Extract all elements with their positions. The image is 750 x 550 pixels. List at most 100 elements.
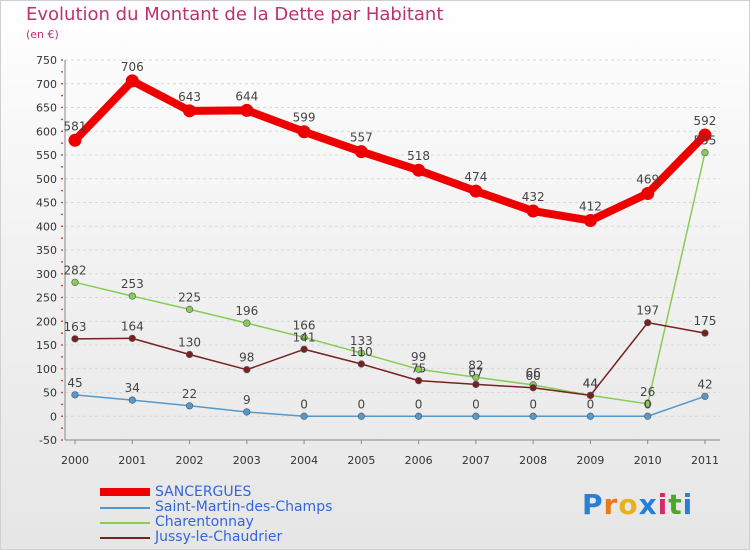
legend-label: Charentonnay (155, 514, 254, 530)
data-point (125, 74, 139, 88)
data-label: 166 (293, 318, 316, 332)
data-label: 412 (579, 200, 602, 214)
logo-letter: o (618, 488, 639, 521)
logo-letter: i (682, 488, 694, 521)
y-axis-tick-dot (61, 59, 63, 61)
legend-swatch (100, 488, 150, 496)
legend-swatch (100, 507, 150, 509)
data-label: 0 (415, 397, 423, 411)
data-label: 82 (468, 358, 483, 372)
data-point (297, 125, 311, 139)
data-label: 0 (587, 397, 595, 411)
data-point (71, 278, 79, 286)
y-axis-tick-dot (61, 165, 63, 168)
data-label: 474 (464, 170, 487, 184)
y-axis-tick-dot (61, 439, 63, 441)
y-tick-label: 50 (43, 387, 57, 400)
data-point (243, 366, 251, 374)
y-axis-tick-dot (61, 70, 63, 73)
logo-letter: t (668, 488, 683, 521)
data-point (644, 319, 652, 327)
data-label: 644 (235, 89, 258, 103)
legend-label: Jussy-le-Chaudrier (155, 529, 283, 545)
legend-swatch (100, 522, 150, 524)
data-point (354, 145, 368, 159)
y-axis-tick-dot (61, 249, 63, 251)
data-point (357, 360, 365, 368)
x-tick-label: 2011 (691, 454, 719, 467)
logo-letter: i (657, 488, 669, 521)
data-point (415, 377, 423, 385)
data-point (701, 329, 709, 337)
data-point (240, 103, 254, 117)
data-label: 34 (125, 381, 140, 395)
data-point (586, 412, 595, 420)
y-tick-label: 450 (36, 197, 57, 210)
y-axis-tick-dot (61, 189, 63, 192)
data-point (71, 391, 79, 399)
data-point (185, 402, 194, 410)
series-line-0 (72, 76, 708, 225)
data-label: 225 (178, 290, 201, 304)
data-point (415, 365, 423, 373)
data-label: 141 (293, 330, 316, 344)
data-point (357, 412, 365, 420)
y-tick-label: 750 (36, 54, 57, 67)
data-point (357, 349, 365, 357)
y-axis-tick-dot (61, 260, 63, 263)
y-tick-label: 500 (36, 173, 57, 186)
data-label: 706 (121, 60, 144, 74)
data-label: 518 (407, 149, 430, 163)
data-label: 592 (694, 114, 717, 128)
data-point (128, 334, 136, 342)
series-line-2 (74, 152, 706, 405)
y-axis-tick-dot (61, 118, 63, 121)
data-label: 282 (64, 263, 87, 277)
y-tick-label: 700 (36, 78, 57, 91)
data-point (644, 400, 652, 408)
y-axis-tick-dot (61, 332, 63, 335)
y-axis-tick-dot (61, 94, 63, 97)
y-axis-tick-dot (61, 272, 63, 275)
x-tick-label: 2007 (462, 454, 490, 467)
data-point (641, 186, 655, 200)
data-label: 196 (235, 304, 258, 318)
data-point (472, 380, 480, 389)
y-tick-label: 0 (50, 410, 57, 423)
x-tick-label: 2009 (576, 454, 604, 467)
y-axis-tick-dot (61, 130, 63, 133)
data-label: 175 (694, 314, 717, 328)
data-point (526, 204, 540, 218)
logo-letter: r (603, 488, 619, 521)
data-label: 643 (178, 90, 201, 104)
data-label: 44 (583, 376, 598, 390)
data-label: 432 (522, 190, 545, 204)
data-label: 469 (636, 172, 659, 186)
data-label: 0 (300, 397, 308, 411)
y-tick-label: 400 (36, 220, 57, 233)
y-axis-tick-dot (61, 344, 63, 346)
data-label: 130 (178, 336, 201, 350)
y-axis-tick-dot (61, 403, 63, 406)
y-axis-tick-dot (61, 237, 63, 240)
data-point (469, 184, 483, 198)
data-point (415, 412, 423, 420)
y-axis-tick-dot (61, 391, 63, 394)
data-point (583, 214, 597, 228)
data-label: 557 (350, 131, 373, 145)
y-axis-tick-dot (61, 225, 63, 228)
x-tick-label: 2000 (61, 454, 89, 467)
y-axis-tick-dot (61, 415, 63, 418)
x-tick-label: 2004 (290, 454, 318, 467)
data-label: 45 (67, 376, 82, 390)
data-label: 163 (64, 320, 87, 334)
data-label: 555 (694, 134, 717, 148)
data-label: 0 (472, 397, 480, 411)
data-point (128, 292, 136, 300)
y-tick-label: 200 (36, 315, 57, 328)
data-label: 9 (243, 393, 251, 407)
y-tick-label: 350 (36, 244, 57, 257)
data-point (128, 396, 136, 404)
data-point (243, 408, 251, 416)
